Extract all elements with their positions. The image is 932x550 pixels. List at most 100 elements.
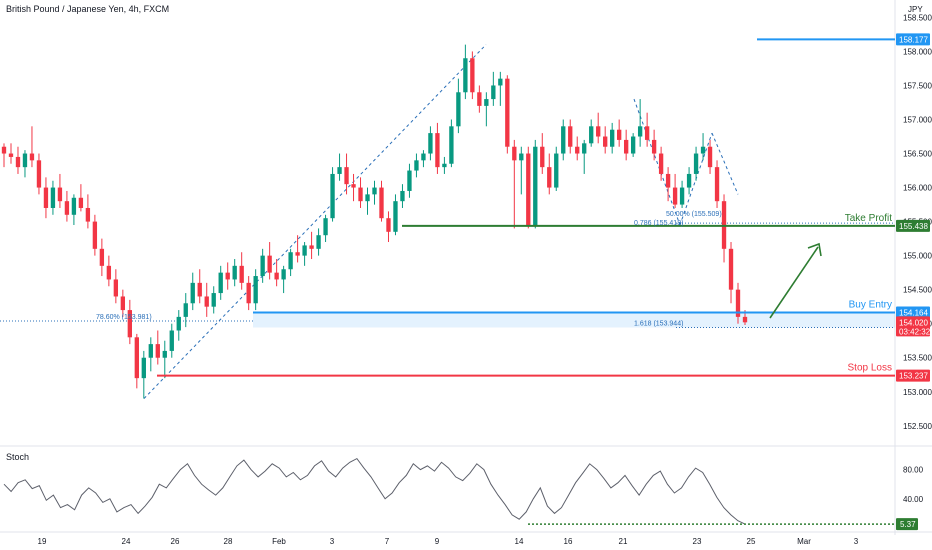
candle-body xyxy=(575,146,580,154)
candle-body xyxy=(260,255,265,277)
candle-body xyxy=(658,153,664,174)
candle-body xyxy=(379,187,384,219)
candle-body xyxy=(351,184,356,188)
candle-body xyxy=(274,272,279,280)
price-tick-label: 152.500 xyxy=(903,422,932,431)
candle-body xyxy=(232,265,237,280)
price-badges-layer: 155.438 154.164 153.237 158.177 154.02003:42… xyxy=(896,33,931,531)
candle-body xyxy=(484,99,489,106)
price-tick-label: 154.500 xyxy=(903,286,932,295)
currency-label: JPY xyxy=(908,5,923,14)
chart-title: British Pound / Japanese Yen, 4h, FXCM xyxy=(6,4,170,14)
candle-body xyxy=(57,187,63,202)
candle-body xyxy=(651,139,657,154)
candle-body xyxy=(323,218,328,236)
candle-body xyxy=(267,255,272,273)
candle-body xyxy=(295,252,300,256)
candle-body xyxy=(372,187,377,195)
time-tick-label: 24 xyxy=(122,537,131,546)
candle-body xyxy=(71,197,77,215)
candle-body xyxy=(735,289,741,317)
candle-body xyxy=(679,187,685,205)
candle-body xyxy=(211,293,216,307)
candle-body xyxy=(693,153,699,174)
price-tick-label: 158.000 xyxy=(903,47,932,56)
price-tick-label: 156.000 xyxy=(903,184,932,193)
price-badge xyxy=(896,306,930,319)
candle-body xyxy=(421,153,426,161)
candle-body xyxy=(36,160,42,188)
time-tick-label: 16 xyxy=(564,537,573,546)
candle-body xyxy=(155,344,160,358)
candle-body xyxy=(428,133,433,154)
candle-body xyxy=(400,190,405,202)
candle-body xyxy=(596,126,601,137)
buy-zone-shade xyxy=(253,312,895,328)
candle-body xyxy=(204,296,209,307)
time-tick-label: 3 xyxy=(854,537,859,546)
candle-body xyxy=(50,187,56,208)
candle-body xyxy=(644,126,650,140)
candle-body xyxy=(106,265,112,280)
annotations-layer: 78.60% (153.981) 0.786 (155.418) 50.00% (1… xyxy=(96,211,822,328)
candle-body xyxy=(225,272,230,280)
price-badge-text: 158.177 xyxy=(899,35,928,44)
candle-body xyxy=(470,58,475,93)
candle-body xyxy=(561,126,566,154)
price-tick-label: 156.500 xyxy=(903,150,932,159)
candle-body xyxy=(148,344,153,358)
candles-layer xyxy=(1,44,748,399)
candle-body xyxy=(491,85,496,100)
candle-body xyxy=(85,207,91,222)
time-tick-label: 7 xyxy=(385,537,390,546)
time-tick-label: 19 xyxy=(38,537,47,546)
candle-body xyxy=(190,282,195,304)
price-tick-label: 158.500 xyxy=(903,13,932,22)
candle-body xyxy=(1,146,7,154)
candle-body xyxy=(183,303,188,317)
candle-body xyxy=(477,92,482,106)
stoch-line xyxy=(3,457,746,525)
stoch-badge xyxy=(896,518,918,531)
candle-body xyxy=(610,129,615,147)
candle-body xyxy=(288,252,293,270)
candle-body xyxy=(120,296,126,311)
fib-label: 78.60% (153.981) xyxy=(96,314,152,321)
levels-layer: Take Profit Buy Entry Stop Loss xyxy=(157,38,895,377)
time-tick-label: 28 xyxy=(224,537,233,546)
candle-body xyxy=(316,235,321,249)
fib-label: 50.00% (155.509) xyxy=(666,211,722,218)
candle-body xyxy=(540,146,545,168)
price-tick-label: 153.000 xyxy=(903,388,932,397)
candle-body xyxy=(337,167,342,174)
candle-body xyxy=(197,282,202,297)
time-tick-label: 9 xyxy=(435,537,440,546)
time-tick-label: 21 xyxy=(619,537,628,546)
candle-body xyxy=(623,139,629,154)
candle-body xyxy=(92,221,98,249)
candle-body xyxy=(29,153,35,161)
candle-body xyxy=(99,248,105,266)
candle-body xyxy=(672,187,678,205)
candle-body xyxy=(386,218,391,232)
candle-body xyxy=(498,78,503,86)
stoch-tick-label: 40.00 xyxy=(903,495,924,504)
candle-body xyxy=(463,58,468,93)
candle-body xyxy=(78,197,84,208)
time-tick-label: Mar xyxy=(797,537,811,546)
candle-body xyxy=(442,163,447,168)
candle-body xyxy=(630,136,636,154)
candle-body xyxy=(302,245,307,256)
candle-body xyxy=(617,129,622,140)
time-axis[interactable]: 19 24 26 28 Feb 3 7 9 14 16 21 23 25 Mar 3 xyxy=(38,537,859,546)
stoch-panel-title: Stoch xyxy=(6,452,30,462)
price-tick-label: 157.500 xyxy=(903,81,932,90)
candle-body xyxy=(449,126,454,164)
price-badge-text: 154.164 xyxy=(899,309,928,318)
candle-body xyxy=(393,201,398,232)
candle-body xyxy=(113,279,119,297)
candle-body xyxy=(714,167,720,202)
candle-body xyxy=(281,269,286,280)
level-label: Stop Loss xyxy=(848,363,892,374)
